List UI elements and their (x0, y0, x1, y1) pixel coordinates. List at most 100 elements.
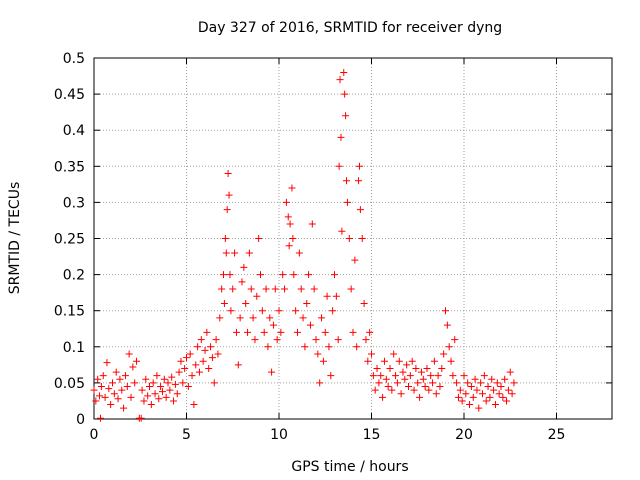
data-point (340, 68, 348, 76)
data-point (282, 198, 290, 206)
data-point (349, 328, 357, 336)
data-point (162, 393, 170, 401)
data-point (318, 314, 326, 322)
data-point (109, 379, 116, 387)
data-point (442, 307, 449, 315)
data-point (403, 361, 411, 369)
data-point (205, 364, 213, 372)
data-point (467, 383, 475, 391)
data-point (229, 285, 237, 293)
data-point (96, 392, 104, 400)
data-point (96, 414, 104, 422)
data-point (443, 321, 451, 329)
data-point (227, 307, 235, 315)
data-point (360, 299, 368, 307)
data-point (242, 299, 250, 307)
data-point (210, 379, 218, 387)
data-point (397, 390, 405, 398)
data-point (482, 397, 490, 405)
data-point (290, 271, 298, 279)
data-point (356, 206, 364, 214)
data-point (371, 386, 379, 394)
data-point (303, 299, 311, 307)
data-point (477, 379, 485, 387)
data-point (168, 373, 176, 381)
data-point (234, 361, 242, 369)
data-point (438, 364, 446, 372)
data-point (158, 388, 166, 396)
data-point (231, 249, 239, 257)
data-point (488, 375, 496, 383)
data-point (501, 375, 509, 383)
data-point (475, 404, 483, 412)
data-point (171, 380, 179, 388)
data-point (94, 375, 102, 383)
data-point (392, 372, 400, 380)
data-point (327, 372, 335, 380)
data-point (399, 368, 407, 376)
data-point (142, 375, 150, 383)
data-point (275, 307, 283, 315)
data-point (458, 397, 466, 405)
data-point (390, 350, 398, 358)
y-tick-label: 0.25 (54, 232, 85, 248)
data-point (281, 285, 289, 293)
x-tick-label: 0 (90, 427, 99, 443)
data-point (355, 177, 363, 185)
data-point (351, 256, 359, 264)
data-point (451, 336, 459, 344)
data-point (240, 263, 248, 271)
data-point (175, 368, 183, 376)
data-point (224, 170, 232, 178)
data-point (170, 397, 178, 405)
data-point (456, 386, 464, 394)
data-point (305, 271, 313, 279)
x-tick-label: 20 (455, 427, 473, 443)
data-point (382, 375, 390, 383)
data-point (236, 314, 244, 322)
data-point (460, 372, 468, 380)
data-point (101, 393, 109, 401)
data-point (321, 328, 329, 336)
data-point (429, 379, 437, 387)
data-point (207, 343, 215, 351)
data-point (454, 393, 462, 401)
data-point (173, 390, 181, 398)
data-point (484, 383, 492, 391)
data-point (343, 198, 351, 206)
data-point (220, 299, 228, 307)
data-point (247, 285, 255, 293)
data-point (510, 379, 518, 387)
data-point (432, 390, 440, 398)
data-point (105, 385, 113, 393)
data-point (289, 235, 297, 242)
data-point (369, 372, 377, 380)
data-point (286, 220, 294, 228)
data-point (319, 357, 327, 365)
data-point (491, 401, 499, 409)
data-point (107, 401, 115, 409)
axis-ticks: 0 5 10 15 20 25 0 0.05 0.1 0.15 0.2 0.25 0.3 0.35 0.4 0… (54, 51, 612, 443)
data-point (445, 343, 453, 351)
data-point (121, 372, 129, 380)
data-point (419, 375, 427, 383)
data-point (285, 242, 293, 250)
x-tick-label: 15 (363, 427, 381, 443)
data-point (345, 235, 353, 242)
data-point (417, 368, 425, 376)
data-point (116, 375, 124, 383)
data-point (462, 390, 470, 398)
data-point (103, 359, 111, 367)
data-point (251, 336, 259, 344)
data-point (314, 350, 322, 358)
data-point (164, 379, 172, 387)
data-point (214, 350, 222, 358)
data-point (380, 357, 388, 365)
data-point (401, 375, 409, 383)
data-point (471, 375, 479, 383)
data-point (425, 386, 433, 394)
data-point (110, 390, 118, 398)
data-point (358, 235, 366, 242)
data-point (127, 393, 135, 401)
